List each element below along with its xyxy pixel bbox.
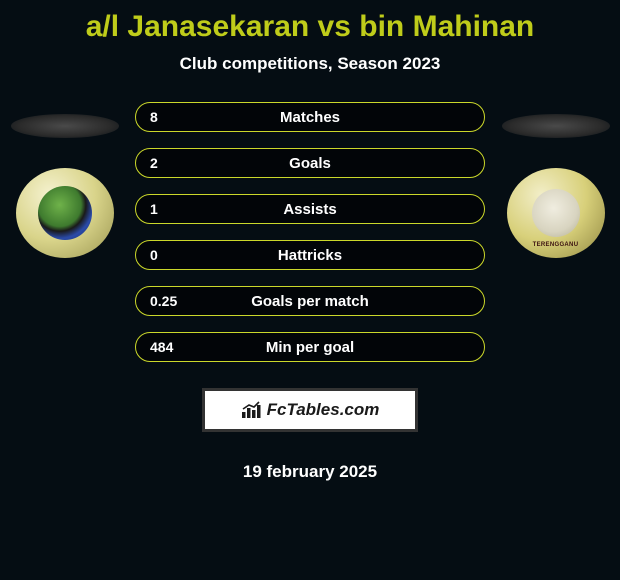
stat-bar-goals-per-match: 0.25 Goals per match — [135, 286, 485, 316]
stat-value-left: 0.25 — [150, 293, 177, 309]
branding-badge[interactable]: FcTables.com — [202, 388, 418, 432]
stat-value-left: 484 — [150, 339, 173, 355]
stats-column: 8 Matches 2 Goals 1 Assists 0 Hattricks … — [129, 102, 491, 482]
club-badge-left — [16, 168, 114, 258]
branding-label: FcTables.com — [267, 400, 380, 420]
stat-label: Min per goal — [136, 339, 484, 356]
subtitle: Club competitions, Season 2023 — [0, 54, 620, 74]
player-shadow-right — [502, 114, 610, 138]
stat-label: Assists — [136, 201, 484, 218]
player-col-right — [491, 102, 620, 258]
stat-value-left: 0 — [150, 247, 158, 263]
club-badge-right — [507, 168, 605, 258]
stat-value-left: 8 — [150, 109, 158, 125]
stat-bar-hattricks: 0 Hattricks — [135, 240, 485, 270]
stat-bar-assists: 1 Assists — [135, 194, 485, 224]
footer-date: 19 february 2025 — [243, 462, 377, 482]
main-row: 8 Matches 2 Goals 1 Assists 0 Hattricks … — [0, 102, 620, 482]
stat-bar-min-per-goal: 484 Min per goal — [135, 332, 485, 362]
stat-bar-goals: 2 Goals — [135, 148, 485, 178]
stat-bar-matches: 8 Matches — [135, 102, 485, 132]
chart-icon — [241, 401, 263, 419]
stat-value-left: 1 — [150, 201, 158, 217]
player-shadow-left — [11, 114, 119, 138]
stat-label: Hattricks — [136, 247, 484, 264]
page-title: a/l Janasekaran vs bin Mahinan — [0, 10, 620, 44]
stat-label: Goals per match — [136, 293, 484, 310]
player-col-left — [0, 102, 129, 258]
stat-value-left: 2 — [150, 155, 158, 171]
stat-label: Matches — [136, 109, 484, 126]
stat-label: Goals — [136, 155, 484, 172]
infographic-container: a/l Janasekaran vs bin Mahinan Club comp… — [0, 0, 620, 482]
